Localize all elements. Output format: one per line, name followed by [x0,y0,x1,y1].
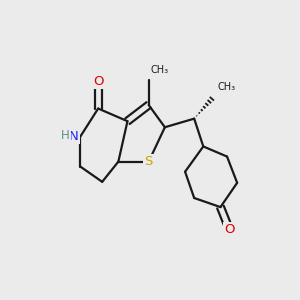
Text: O: O [224,223,235,236]
Text: N: N [69,130,79,143]
Text: O: O [93,75,104,88]
Text: H: H [61,129,70,142]
Text: CH₃: CH₃ [218,82,236,92]
Text: CH₃: CH₃ [151,65,169,75]
Text: S: S [145,155,153,168]
